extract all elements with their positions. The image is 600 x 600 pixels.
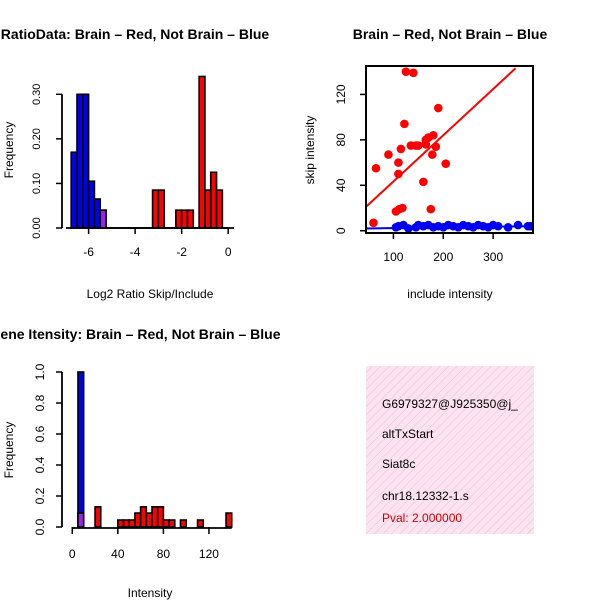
scatter-point-brain [441, 159, 451, 169]
ratio-bar-not-brain [87, 180, 96, 229]
ratio-x-tick-label: -6 [83, 245, 94, 259]
ratio-bar-brain [157, 189, 166, 229]
ratio-histogram: RatioData: Brain – Red, Not Brain – Blue… [1, 26, 270, 301]
scatter-y-tick-label: 80 [334, 133, 348, 147]
gene-bar-brain [134, 512, 142, 528]
scatter-point-brain [419, 177, 428, 187]
gene-x-tick-label: 80 [157, 547, 171, 561]
info-panel: G6979327@J925350@j_ altTxStart Siat8c ch… [366, 366, 534, 534]
ratio-bar-overlap [99, 209, 107, 229]
gene-y-label: Frequency [2, 422, 16, 479]
scatter-point-brain [384, 150, 393, 159]
ratio-x-tick-label: -4 [130, 245, 141, 259]
gene-bar-brain [196, 519, 205, 528]
scatter-point-brain [433, 103, 443, 113]
info-gene: Siat8c [382, 457, 415, 471]
ratio-y-tick-label: 0.10 [31, 173, 43, 194]
scatter-y-tick-label: 0 [334, 227, 348, 234]
ratio-x-tick-label: -2 [176, 245, 187, 259]
scatter-point-brain [428, 130, 438, 140]
gene-x-tick-label: 40 [111, 547, 125, 561]
gene-x-label: Intensity [128, 586, 173, 600]
scatter-point-brain [409, 68, 418, 78]
scatter-point-brain [396, 144, 406, 154]
gene-x-tick-label: 120 [199, 547, 219, 561]
scatter-fit-line-brain [366, 67, 517, 208]
gene-bar-brain [145, 512, 153, 528]
scatter-y-tick-label: 40 [334, 178, 348, 192]
scatter-point-brain [428, 150, 437, 159]
gene-bar-brain [225, 512, 233, 528]
scatter-point-brain [421, 140, 431, 149]
ratio-bar-not-brain [76, 93, 84, 229]
ratio-bar-not-brain [81, 93, 90, 229]
gene-bar-brain [94, 506, 102, 528]
gene-y-tick-label: 0.6 [33, 425, 47, 442]
scatter-x-tick-label: 200 [433, 250, 453, 264]
ratio-bar-brain [180, 209, 189, 229]
ratio-bar-brain [186, 209, 195, 229]
scatter-point-brain [398, 203, 407, 213]
scatter-x-tick-label: 100 [383, 250, 403, 264]
ratio-y-tick-label: 0.20 [31, 128, 43, 149]
scatter-chart-title: Brain – Red, Not Brain – Blue [353, 26, 548, 42]
gene-bar-brain [128, 519, 136, 528]
gene-bar-brain [168, 519, 176, 528]
gene-bar-overlap [77, 512, 85, 528]
ratio-bar-not-brain [70, 151, 78, 229]
info-event: altTxStart [382, 427, 434, 441]
gene-intensity-histogram: Gene Itensity: Brain – Red, Not Brain – … [0, 326, 281, 600]
intensity-scatter: Brain – Red, Not Brain – Blue include in… [303, 26, 547, 301]
scatter-y-label: skip intensity [303, 116, 317, 185]
scatter-point-not-brain [513, 220, 523, 230]
scatter-point-brain [414, 141, 423, 150]
ratio-y-label: Frequency [2, 122, 16, 179]
gene-bar-brain [162, 519, 170, 528]
ratio-bar-brain [215, 189, 224, 229]
info-panel-background [366, 366, 534, 534]
ratio-chart-title: RatioData: Brain – Red, Not Brain – Blue [1, 26, 270, 42]
ratio-bar-brain [175, 209, 183, 229]
scatter-point-brain [371, 163, 381, 173]
scatter-frame [365, 65, 534, 234]
ratio-y-tick-label: 0.00 [31, 217, 43, 238]
gene-y-tick-label: 1.0 [33, 363, 47, 380]
gene-y-tick-label: 0.2 [33, 487, 47, 504]
ratio-bar-brain [209, 171, 218, 229]
scatter-point-brain [369, 218, 378, 228]
ratio-x-label: Log2 Ratio Skip/Include [87, 287, 214, 301]
ratio-bar-brain [198, 75, 206, 229]
scatter-fit-line-not-brain [366, 225, 533, 230]
gene-y-tick-label: 0.0 [33, 518, 47, 535]
gene-bar-brain [151, 506, 159, 528]
gene-y-tick-label: 0.8 [33, 394, 47, 411]
gene-bar-brain [117, 519, 125, 528]
gene-bar-brain [156, 506, 165, 528]
ratio-y-tick-label: 0.30 [31, 84, 43, 105]
info-pval: Pval: 2.000000 [382, 511, 462, 525]
scatter-point-brain [426, 204, 436, 214]
scatter-x-label: include intensity [407, 287, 492, 301]
scatter-y-tick-label: 120 [334, 84, 348, 104]
gene-bar-not-brain [77, 371, 85, 528]
info-locus: chr18.12332-1.s [382, 489, 469, 503]
ratio-x-tick-label: 0 [225, 245, 232, 259]
gene-y-tick-label: 0.4 [33, 456, 47, 473]
scatter-point-brain [400, 119, 409, 129]
scatter-point-brain [394, 158, 403, 167]
scatter-point-brain [401, 67, 411, 76]
gene-bar-brain [139, 506, 148, 528]
gene-bar-brain [179, 519, 187, 528]
scatter-x-tick-label: 300 [483, 250, 503, 264]
gene-bar-brain [122, 519, 131, 528]
ratio-bar-not-brain [93, 198, 102, 229]
info-id: G6979327@J925350@j_ [382, 397, 518, 411]
gene-chart-title: Gene Itensity: Brain – Red, Not Brain – … [0, 326, 281, 342]
gene-x-tick-label: 0 [69, 547, 76, 561]
scatter-plot-area [366, 67, 533, 233]
ratio-bar-brain [151, 189, 160, 229]
ratio-bar-brain [204, 189, 212, 229]
